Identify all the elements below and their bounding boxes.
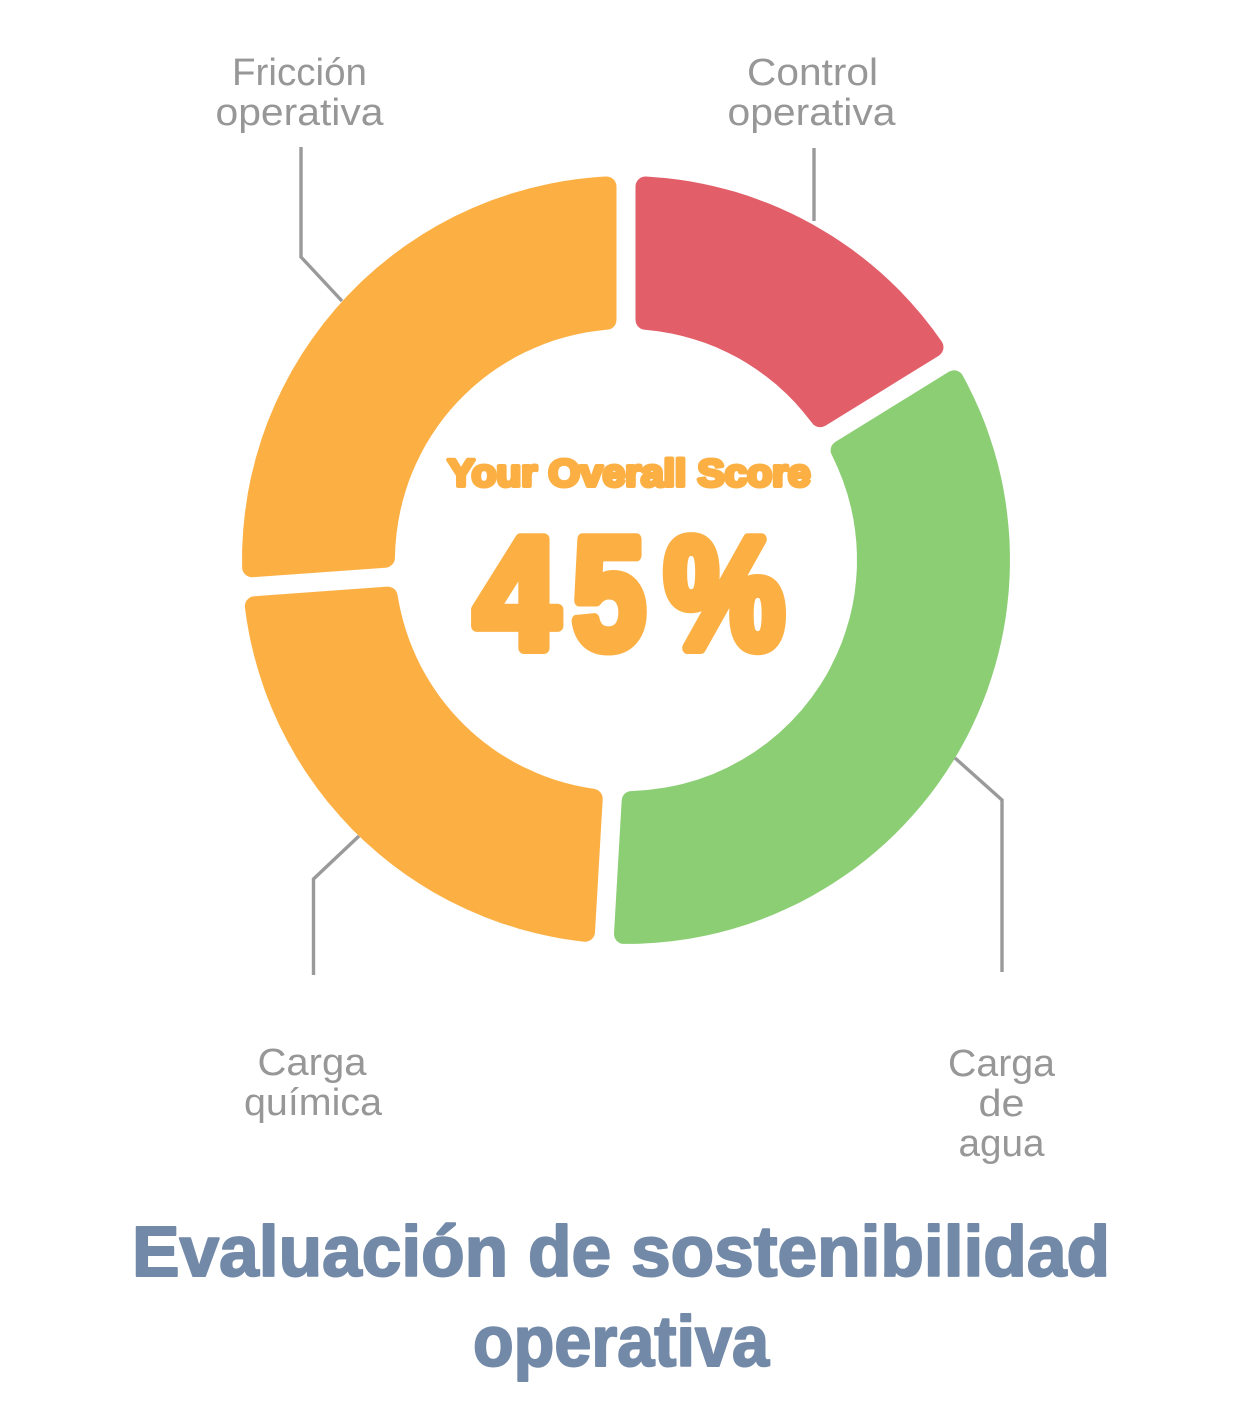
svg-text:química: química bbox=[244, 1082, 383, 1124]
svg-text:operativa: operativa bbox=[728, 92, 897, 134]
svg-text:%: % bbox=[665, 506, 785, 682]
svg-text:4: 4 bbox=[475, 506, 559, 682]
svg-text:Carga: Carga bbox=[258, 1042, 368, 1084]
svg-text:de: de bbox=[979, 1083, 1025, 1125]
svg-text:Your Overall Score: Your Overall Score bbox=[448, 453, 811, 495]
svg-text:operativa: operativa bbox=[216, 92, 385, 134]
svg-text:5: 5 bbox=[573, 506, 646, 682]
svg-text:Fricción: Fricción bbox=[232, 52, 367, 94]
svg-text:Carga: Carga bbox=[948, 1043, 1056, 1085]
svg-text:Control: Control bbox=[747, 52, 878, 94]
svg-text:agua: agua bbox=[959, 1123, 1046, 1165]
svg-text:operativa: operativa bbox=[473, 1303, 769, 1382]
svg-text:Evaluación de sostenibilidad: Evaluación de sostenibilidad bbox=[132, 1213, 1110, 1292]
